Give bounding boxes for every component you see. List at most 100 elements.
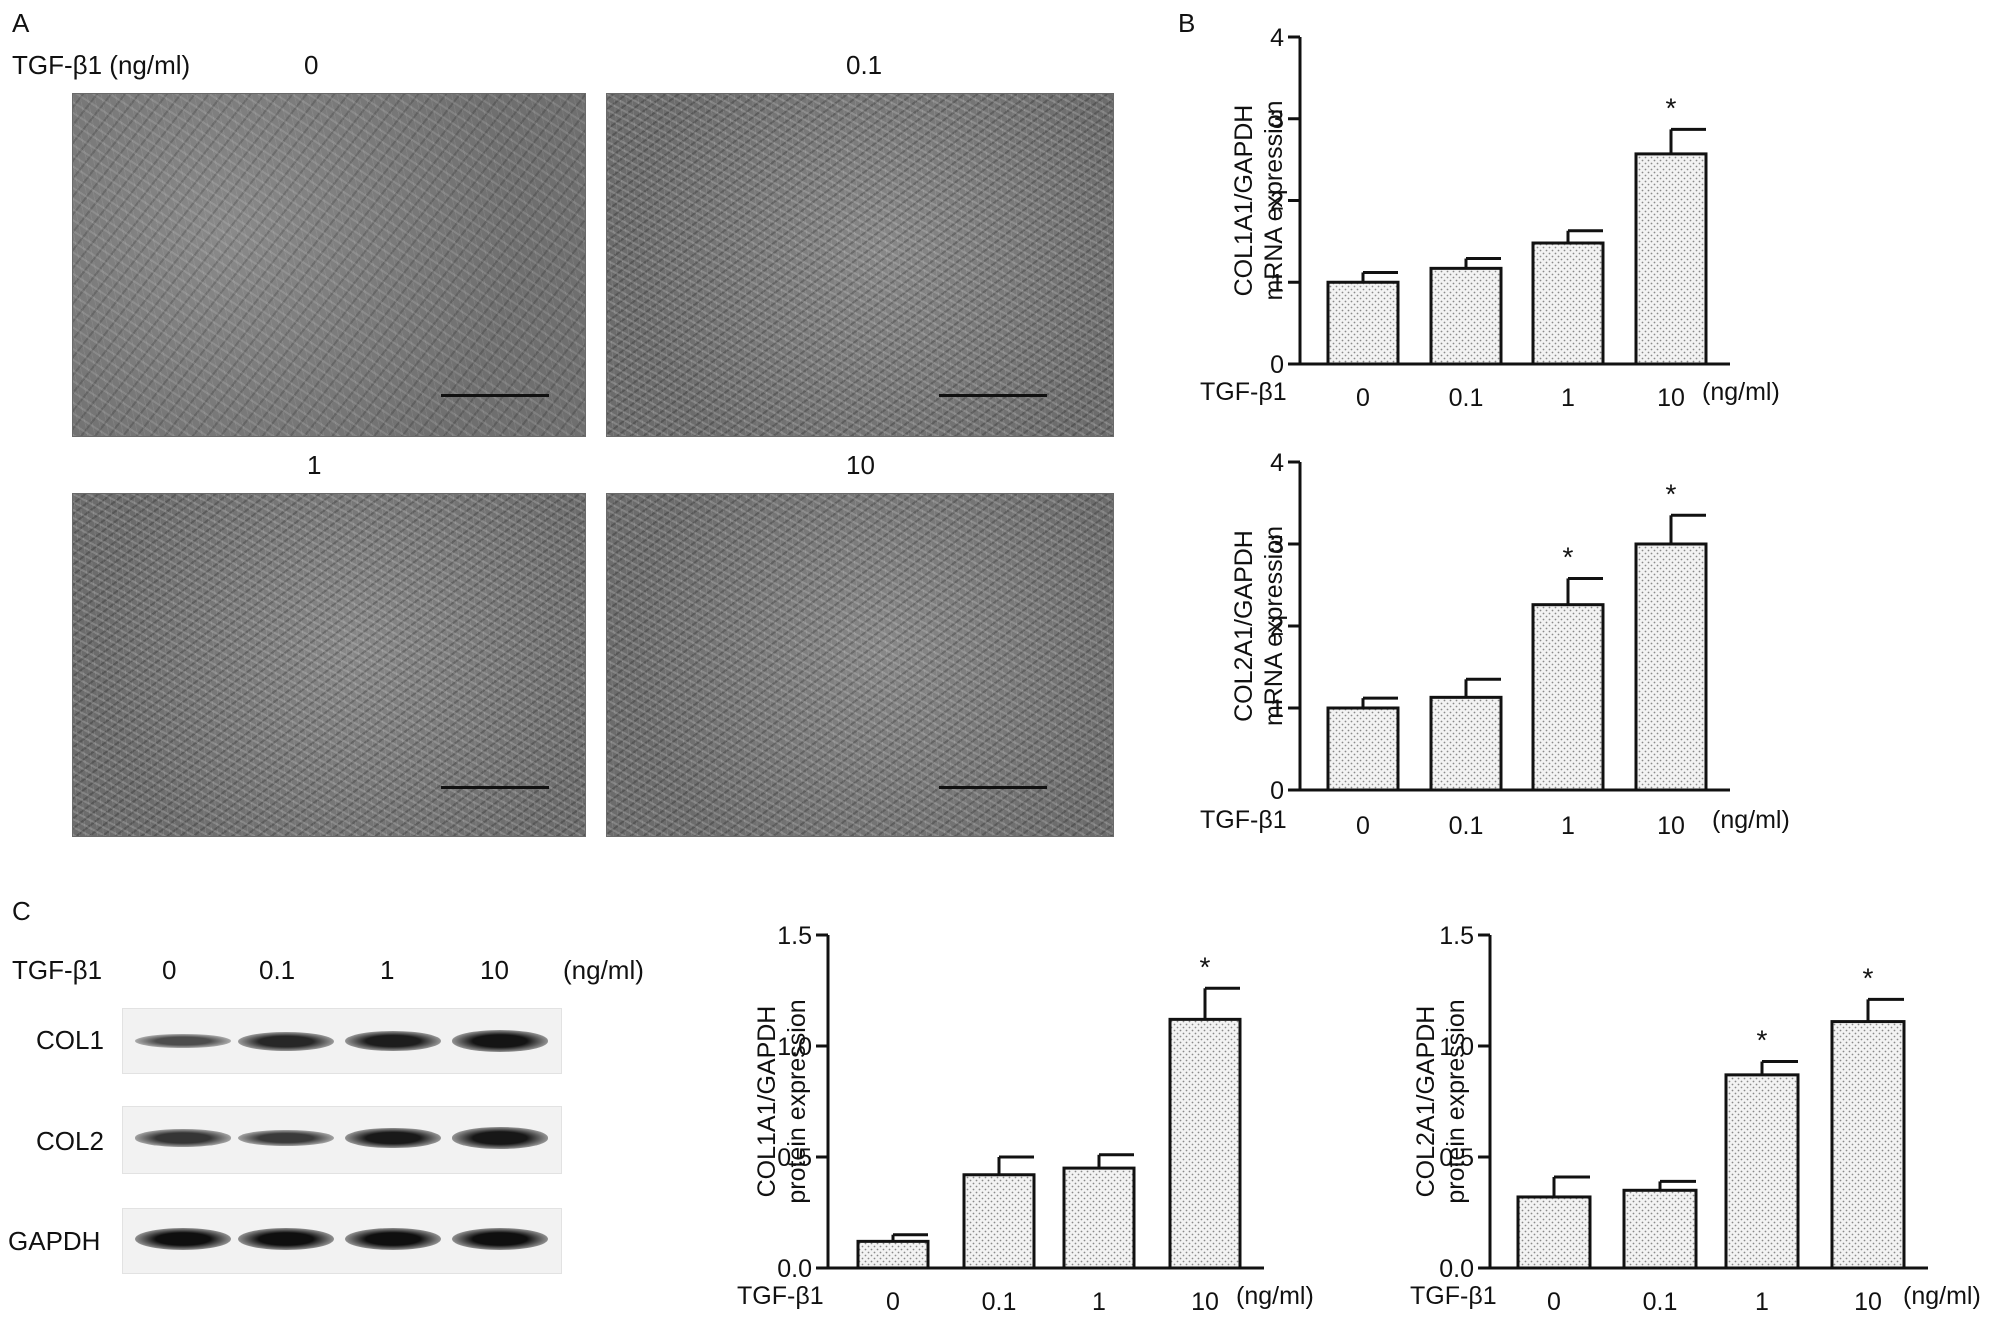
x-tick-label: 10	[1657, 812, 1685, 840]
bar	[1326, 706, 1400, 792]
significance-star: *	[1200, 951, 1211, 982]
bar	[856, 1239, 930, 1270]
x-tick-label: 0.1	[1449, 812, 1484, 840]
panel-c-letter: C	[12, 896, 31, 926]
y-tick-label: 0	[1270, 351, 1284, 379]
micrograph-label-0-1: 0.1	[846, 50, 883, 80]
blot-treatment-label: TGF-β1	[12, 955, 103, 985]
blot-band	[345, 1228, 441, 1250]
scale-bar	[441, 786, 549, 789]
blot-band	[345, 1030, 441, 1052]
bar	[1531, 603, 1605, 792]
y-axis-label: protein expression	[783, 999, 811, 1203]
y-axis-label: mRNA expression	[1260, 526, 1288, 726]
bar	[1516, 1195, 1592, 1270]
blot-band	[135, 1228, 231, 1250]
panel-b-letter: B	[1178, 8, 1196, 38]
micrograph-0	[72, 93, 586, 437]
micrograph-label-0: 0	[304, 50, 319, 80]
x-tick-label: 1	[1092, 1288, 1106, 1316]
blot-band	[238, 1228, 334, 1250]
bar	[1634, 152, 1708, 366]
significance-star: *	[1666, 478, 1677, 509]
y-tick-label: 1	[1270, 695, 1284, 723]
bar	[1062, 1166, 1136, 1270]
bar-chart-3: 0.0 0.5 1.0 1.5 COL1A1/GAPDH protein expressi…	[737, 922, 1314, 1316]
x-tick-label: 0	[1356, 812, 1370, 840]
bar	[1634, 542, 1708, 792]
bar-chart-1: 0 1 2 3 4 COL1A1/GAPDH mRNA expression 0 0.1 1 * 10…	[1200, 24, 1780, 412]
blot-dose-10: 10	[480, 955, 509, 985]
x-tick-label: 0	[1547, 1288, 1561, 1316]
significance-star: *	[1757, 1025, 1768, 1056]
y-axis-label: COL2A1/GAPDH	[1412, 1006, 1440, 1198]
x-tick-label: 0.1	[982, 1288, 1017, 1316]
significance-star: *	[1563, 541, 1574, 572]
blot-dose-0: 0	[162, 955, 177, 985]
bar	[1531, 241, 1605, 366]
blot-band	[452, 1228, 548, 1250]
bar-chart-2: 0 1 2 3 4 COL2A1/GAPDH mRNA expression 0 0.1 * 1 * 1…	[1200, 449, 1790, 840]
scale-bar	[939, 786, 1047, 789]
x-tick-label: 1	[1755, 1288, 1769, 1316]
x-unit-label: (ng/ml)	[1903, 1282, 1981, 1310]
x-group-label: TGF-β1	[1200, 378, 1287, 406]
y-tick-label: 1.0	[1439, 1033, 1474, 1061]
y-axis-label: mRNA expression	[1260, 100, 1288, 300]
bar	[1429, 266, 1503, 366]
blot-band	[452, 1030, 548, 1052]
x-group-label: TGF-β1	[1200, 806, 1287, 834]
y-tick-label: 2	[1270, 613, 1284, 641]
x-unit-label: (ng/ml)	[1712, 806, 1790, 834]
y-tick-label: 2	[1270, 188, 1284, 216]
scale-bar	[939, 394, 1047, 397]
bar	[1429, 695, 1503, 792]
blot-unit: (ng/ml)	[563, 955, 644, 985]
bar-chart-4: 0.0 0.5 1.0 1.5 COL2A1/GAPDH protein expressi…	[1410, 922, 1981, 1316]
blot-band	[238, 1031, 334, 1051]
micrograph-label-10: 10	[846, 450, 875, 480]
bar	[1168, 1017, 1242, 1270]
x-group-label: TGF-β1	[1410, 1282, 1497, 1310]
x-tick-label: 10	[1854, 1288, 1882, 1316]
significance-star: *	[1666, 92, 1677, 123]
bar	[1622, 1188, 1698, 1270]
scale-bar	[441, 394, 549, 397]
y-tick-label: 4	[1270, 449, 1284, 477]
blot-row-label-col2: COL2	[36, 1126, 104, 1156]
bar	[1724, 1073, 1800, 1270]
y-tick-label: 1.5	[1439, 922, 1474, 950]
bar	[1326, 280, 1400, 366]
y-axis-label: COL1A1/GAPDH	[753, 1006, 781, 1198]
y-tick-label: 3	[1270, 531, 1284, 559]
x-tick-label: 0.1	[1643, 1288, 1678, 1316]
blot-row-label-gapdh: GAPDH	[8, 1226, 101, 1256]
panel-a-treatment-label: TGF-β1 (ng/ml)	[12, 50, 191, 80]
y-tick-label: 1	[1270, 269, 1284, 297]
y-axis-label: COL1A1/GAPDH	[1230, 105, 1258, 297]
y-tick-label: 0.0	[1439, 1255, 1474, 1283]
blot-row-label-col1: COL1	[36, 1025, 104, 1055]
bar	[1830, 1020, 1906, 1270]
x-unit-label: (ng/ml)	[1236, 1282, 1314, 1310]
y-tick-label: 0	[1270, 777, 1284, 805]
y-tick-label: 0.5	[777, 1144, 812, 1172]
blot-dose-0-1: 0.1	[259, 955, 296, 985]
y-tick-label: 3	[1270, 106, 1284, 134]
x-tick-label: 0.1	[1449, 384, 1484, 412]
y-tick-label: 1.5	[777, 922, 812, 950]
blot-band	[238, 1129, 334, 1147]
significance-star: *	[1863, 962, 1874, 993]
blot-band	[345, 1127, 441, 1149]
blot-band	[135, 1033, 231, 1049]
panel-a-letter: A	[12, 8, 30, 38]
x-tick-label: 0	[886, 1288, 900, 1316]
micrograph-label-1: 1	[307, 450, 322, 480]
blot-band	[135, 1129, 231, 1147]
micrograph-0-1	[606, 93, 1114, 437]
micrograph-1	[72, 493, 586, 837]
y-tick-label: 1.0	[777, 1033, 812, 1061]
x-tick-label: 1	[1561, 812, 1575, 840]
